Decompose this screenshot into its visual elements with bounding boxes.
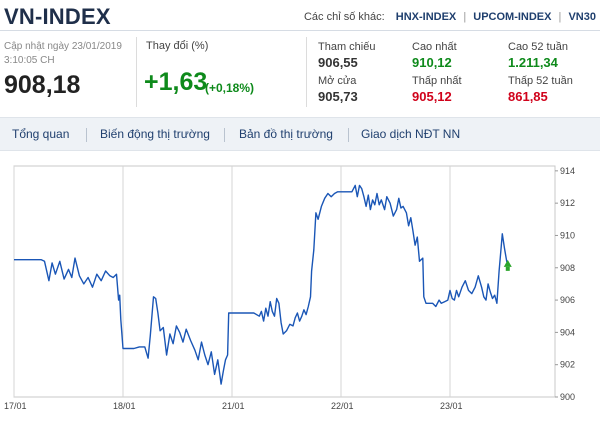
y-tick-label: 906 bbox=[560, 295, 575, 305]
stat-label: Mở cửa bbox=[318, 75, 357, 87]
stat-label: Thấp nhất bbox=[412, 75, 462, 87]
stat-high: Cao nhất 910,12 bbox=[412, 40, 457, 71]
y-tick-label: 908 bbox=[560, 263, 575, 273]
plot-area bbox=[13, 165, 556, 398]
divider bbox=[224, 128, 225, 142]
x-tick-label: 21/01 bbox=[222, 401, 245, 411]
divider bbox=[348, 128, 349, 142]
stat-value: 1.211,34 bbox=[508, 55, 558, 70]
stat-reference: Tham chiếu 906,55 bbox=[318, 40, 375, 71]
divider: | bbox=[558, 11, 562, 23]
last-value-marker bbox=[503, 259, 512, 267]
divider bbox=[306, 37, 307, 107]
stat-low: Thấp nhất 905,12 bbox=[412, 74, 462, 105]
tab-overview[interactable]: Tổng quan bbox=[12, 127, 70, 141]
change-percent: (+0,18%) bbox=[205, 81, 255, 95]
tab-bar: Tổng quan Biến động thị trường Bản đồ th… bbox=[0, 117, 600, 151]
update-time: Cập nhật ngày 23/01/2019 3:10:05 CH bbox=[4, 40, 122, 68]
index-line-chart: 17/01 18/01 21/01 22/01 23/01 900 902 904 906 908… bbox=[4, 165, 575, 411]
divider: | bbox=[463, 11, 467, 23]
x-tick-label: 22/01 bbox=[331, 401, 354, 411]
stat-label: Cao nhất bbox=[412, 41, 457, 53]
stat-high-52-week: Cao 52 tuần 1.211,34 bbox=[508, 40, 568, 71]
other-indices: Các chỉ số khác: HNX-INDEX | UPCOM-INDEX… bbox=[304, 11, 596, 23]
x-tick-label: 17/01 bbox=[4, 401, 27, 411]
y-tick-label: 912 bbox=[560, 198, 575, 208]
stat-value: 906,55 bbox=[318, 55, 358, 70]
x-tick-label: 18/01 bbox=[113, 401, 136, 411]
tab-foreign-trading[interactable]: Giao dịch NĐT NN bbox=[361, 127, 461, 141]
stat-open: Mở cửa 905,73 bbox=[318, 74, 358, 105]
stat-value: 905,73 bbox=[318, 89, 358, 104]
link-hnx-index[interactable]: HNX-INDEX bbox=[395, 11, 457, 23]
link-upcom-index[interactable]: UPCOM-INDEX bbox=[473, 11, 552, 23]
divider bbox=[86, 128, 87, 142]
stat-label: Tham chiếu bbox=[318, 41, 376, 53]
header-divider bbox=[0, 30, 600, 31]
tab-market-movement[interactable]: Biến động thị trường bbox=[100, 127, 210, 141]
tab-market-map[interactable]: Bản đồ thị trường bbox=[239, 127, 333, 141]
stat-label: Cao 52 tuần bbox=[508, 41, 568, 53]
stat-value: 905,12 bbox=[412, 89, 452, 104]
stat-label: Thấp 52 tuần bbox=[508, 75, 573, 87]
other-indices-label: Các chỉ số khác: bbox=[303, 11, 385, 23]
stat-value: 910,12 bbox=[412, 55, 452, 70]
y-tick-label: 902 bbox=[560, 360, 575, 370]
current-index-value: 908,18 bbox=[4, 71, 81, 99]
y-tick-label: 904 bbox=[560, 327, 575, 337]
x-tick-label: 23/01 bbox=[440, 401, 463, 411]
last-value-marker-stem bbox=[505, 266, 510, 271]
update-clock: 3:10:05 CH bbox=[4, 55, 55, 66]
y-tick-label: 914 bbox=[560, 166, 575, 176]
divider bbox=[136, 37, 137, 107]
stat-value: 861,85 bbox=[508, 89, 548, 104]
change-label: Thay đổi (%) bbox=[146, 40, 209, 52]
update-date: Cập nhật ngày 23/01/2019 bbox=[4, 41, 122, 52]
link-vn30[interactable]: VN30 bbox=[568, 11, 596, 23]
y-tick-label: 900 bbox=[560, 392, 575, 402]
stat-low-52-week: Thấp 52 tuần 861,85 bbox=[508, 74, 573, 105]
y-tick-label: 910 bbox=[560, 230, 575, 240]
page-title: VN-INDEX bbox=[4, 4, 111, 29]
change-value: +1,63 bbox=[144, 68, 208, 96]
series-line bbox=[14, 184, 509, 385]
